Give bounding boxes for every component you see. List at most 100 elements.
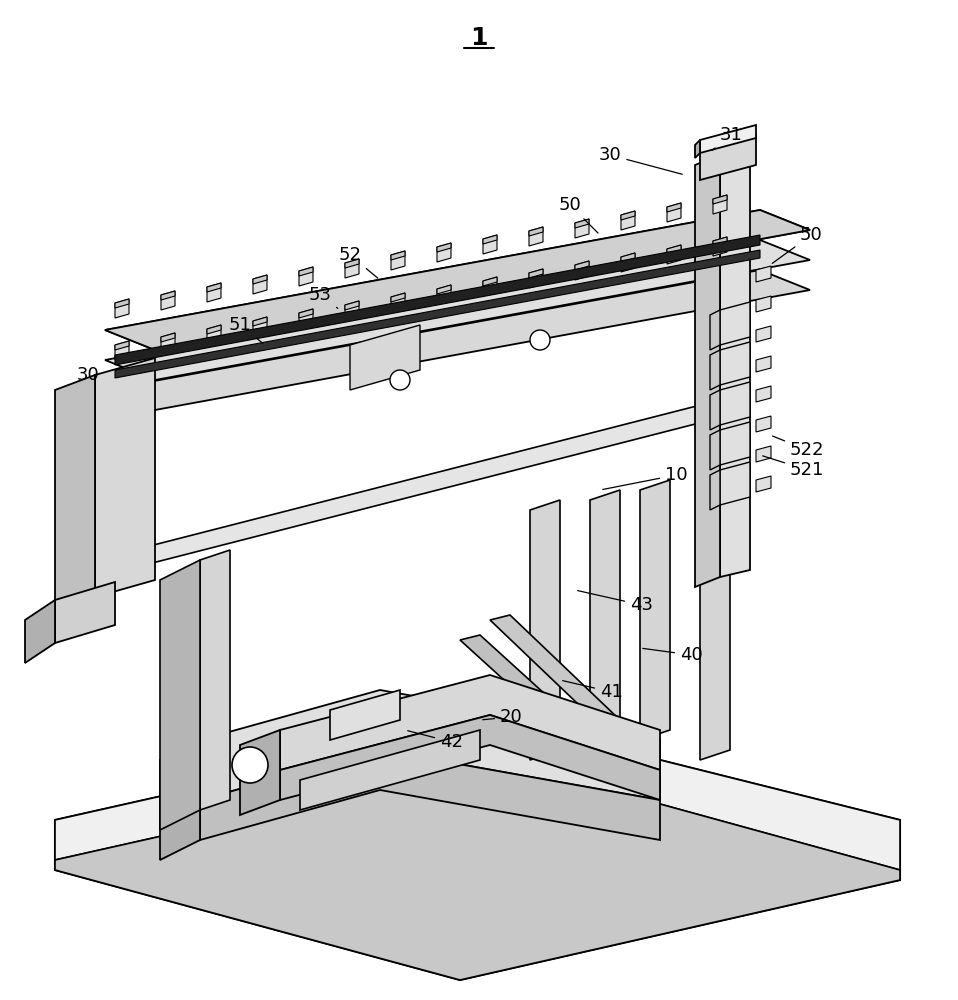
Polygon shape [756,416,771,432]
Polygon shape [530,500,560,760]
Circle shape [232,747,268,783]
Polygon shape [575,219,589,228]
Polygon shape [200,750,660,840]
Text: 50: 50 [772,226,823,263]
Circle shape [530,330,550,350]
Polygon shape [115,250,760,378]
Polygon shape [483,277,497,296]
Polygon shape [200,690,660,800]
Polygon shape [720,148,750,577]
Text: 30: 30 [599,146,682,174]
Polygon shape [207,325,221,334]
Polygon shape [207,283,221,302]
Text: 51: 51 [229,316,262,343]
Polygon shape [115,299,129,308]
Polygon shape [710,350,720,390]
Polygon shape [667,203,681,212]
Text: 20: 20 [483,708,523,726]
Polygon shape [115,341,129,350]
Polygon shape [575,261,589,270]
Polygon shape [720,382,750,425]
Polygon shape [720,422,750,465]
Polygon shape [345,301,359,320]
Polygon shape [700,500,730,760]
Polygon shape [437,285,451,304]
Polygon shape [161,291,175,300]
Polygon shape [529,227,543,246]
Polygon shape [299,267,313,276]
Polygon shape [621,211,635,230]
Polygon shape [207,283,221,292]
Polygon shape [713,237,727,246]
Text: 1: 1 [470,26,488,50]
Polygon shape [756,296,771,312]
Polygon shape [391,293,405,302]
Polygon shape [253,317,267,336]
Polygon shape [160,560,200,830]
Polygon shape [483,235,497,254]
Polygon shape [115,299,129,318]
Polygon shape [253,317,267,326]
Text: 522: 522 [772,436,825,459]
Polygon shape [55,582,115,643]
Polygon shape [621,253,635,272]
Polygon shape [713,237,727,256]
Polygon shape [700,135,756,180]
Polygon shape [720,462,750,505]
Text: 10: 10 [603,466,688,489]
Polygon shape [350,325,420,390]
Polygon shape [590,490,620,750]
Polygon shape [105,210,810,350]
Polygon shape [207,325,221,344]
Polygon shape [710,470,720,510]
Polygon shape [667,203,681,222]
Polygon shape [240,730,280,815]
Polygon shape [695,155,720,587]
Polygon shape [391,251,405,270]
Polygon shape [299,309,313,318]
Polygon shape [720,342,750,385]
Polygon shape [575,261,589,280]
Polygon shape [437,243,451,252]
Text: 50: 50 [559,196,598,233]
Polygon shape [105,210,810,350]
Polygon shape [483,235,497,244]
Text: 30: 30 [77,366,100,384]
Polygon shape [756,326,771,342]
Polygon shape [105,240,810,380]
Polygon shape [756,266,771,282]
Polygon shape [667,245,681,254]
Polygon shape [756,356,771,372]
Polygon shape [460,635,590,740]
Polygon shape [55,760,900,980]
Polygon shape [695,140,700,158]
Polygon shape [667,245,681,264]
Text: 41: 41 [562,681,623,701]
Polygon shape [713,195,727,204]
Polygon shape [756,386,771,402]
Polygon shape [25,600,55,663]
Polygon shape [710,390,720,430]
Text: 42: 42 [408,731,463,751]
Polygon shape [161,291,175,310]
Polygon shape [700,125,756,153]
Polygon shape [490,615,620,725]
Polygon shape [756,476,771,492]
Polygon shape [713,195,727,214]
Text: 40: 40 [643,646,703,664]
Circle shape [390,370,410,390]
Polygon shape [756,446,771,462]
Polygon shape [115,341,129,360]
Polygon shape [391,251,405,260]
Polygon shape [710,430,720,470]
Polygon shape [253,275,267,294]
Polygon shape [621,253,635,262]
Polygon shape [95,358,155,597]
Polygon shape [391,293,405,312]
Polygon shape [299,267,313,286]
Polygon shape [161,333,175,342]
Text: 52: 52 [338,246,377,278]
Polygon shape [529,227,543,236]
Polygon shape [280,675,660,770]
Polygon shape [529,269,543,278]
